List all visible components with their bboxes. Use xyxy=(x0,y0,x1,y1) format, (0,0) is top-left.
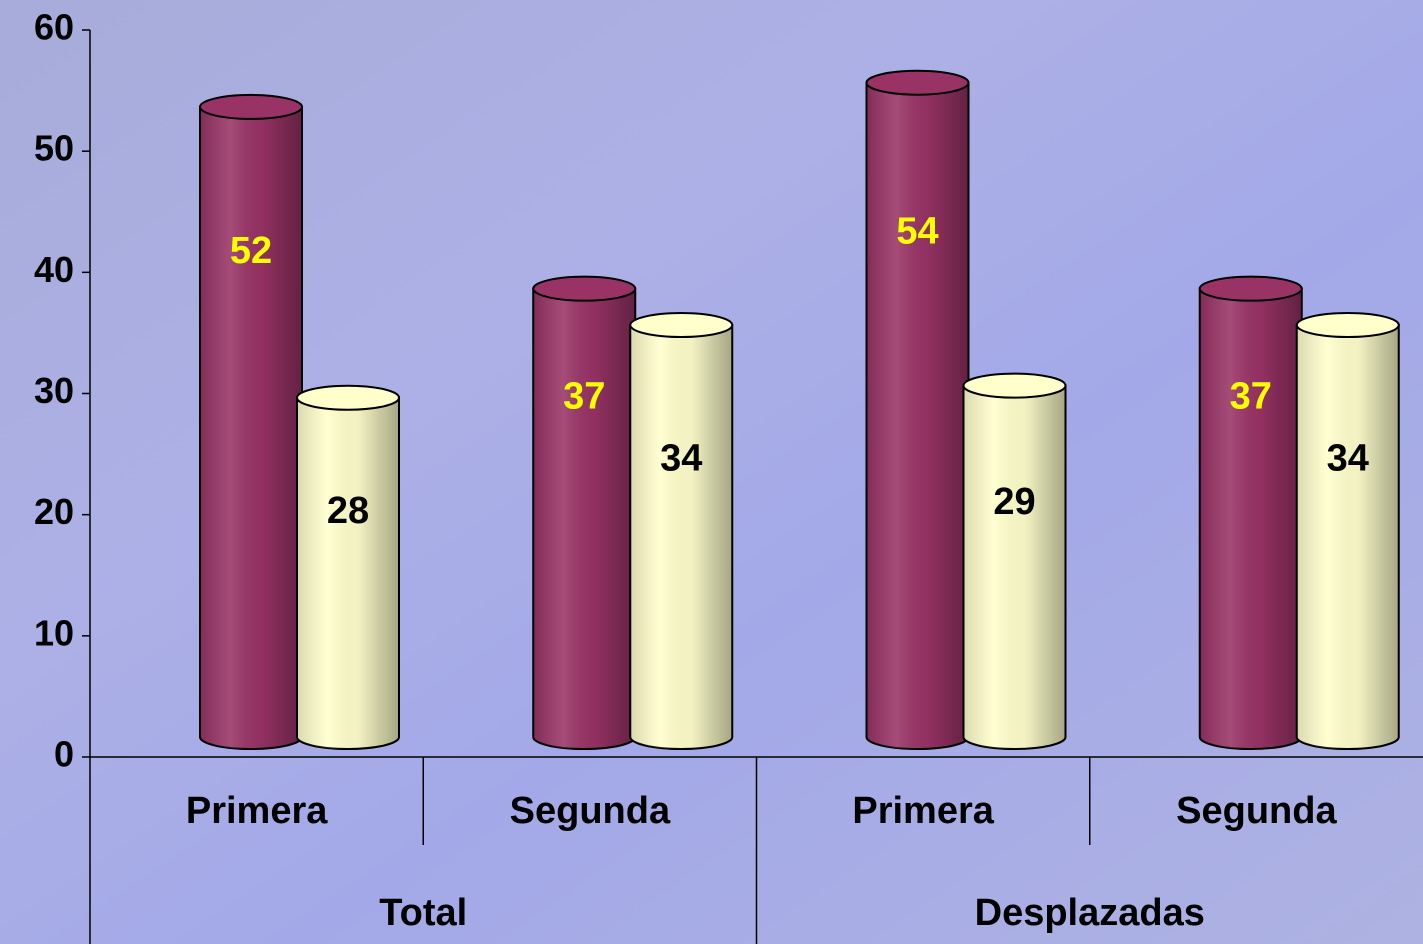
y-tick-label: 40 xyxy=(34,249,74,290)
bar-shading xyxy=(630,325,733,749)
bar-shading xyxy=(200,106,302,749)
y-tick-label: 0 xyxy=(54,734,74,775)
x-tick-label: Segunda xyxy=(1176,790,1337,832)
data-label: 28 xyxy=(327,490,369,532)
bar-top xyxy=(199,93,303,120)
bar-shading xyxy=(866,82,969,749)
bar-top xyxy=(296,384,400,411)
bar-top xyxy=(1295,312,1400,339)
y-tick-label: 60 xyxy=(34,7,74,48)
data-label: 29 xyxy=(993,481,1035,523)
y-tick-label: 50 xyxy=(34,128,74,169)
bar-shading xyxy=(963,385,1066,749)
x-tick-label: Segunda xyxy=(510,790,671,832)
data-label: 54 xyxy=(896,211,938,253)
y-tick-label: 30 xyxy=(34,370,74,411)
bar-top xyxy=(1198,275,1303,302)
bar-top xyxy=(532,275,637,302)
x-tick-label: Primera xyxy=(852,790,994,832)
x-tick-label: Primera xyxy=(186,790,328,832)
group-label: Desplazadas xyxy=(975,892,1205,934)
bar-top xyxy=(865,69,970,96)
y-tick-label: 10 xyxy=(34,612,74,653)
bar-shading xyxy=(533,288,636,749)
bar-shading xyxy=(1296,325,1399,749)
data-label: 34 xyxy=(1327,437,1369,479)
y-tick-label: 20 xyxy=(34,491,74,532)
bar-top xyxy=(962,372,1067,399)
bar-shading xyxy=(1199,288,1302,749)
bar-top xyxy=(629,312,734,339)
data-label: 37 xyxy=(1230,375,1272,417)
bar-shading xyxy=(297,397,399,749)
data-label: 52 xyxy=(230,230,272,272)
data-label: 37 xyxy=(563,375,605,417)
group-label: Total xyxy=(379,892,467,934)
data-label: 34 xyxy=(660,437,702,479)
